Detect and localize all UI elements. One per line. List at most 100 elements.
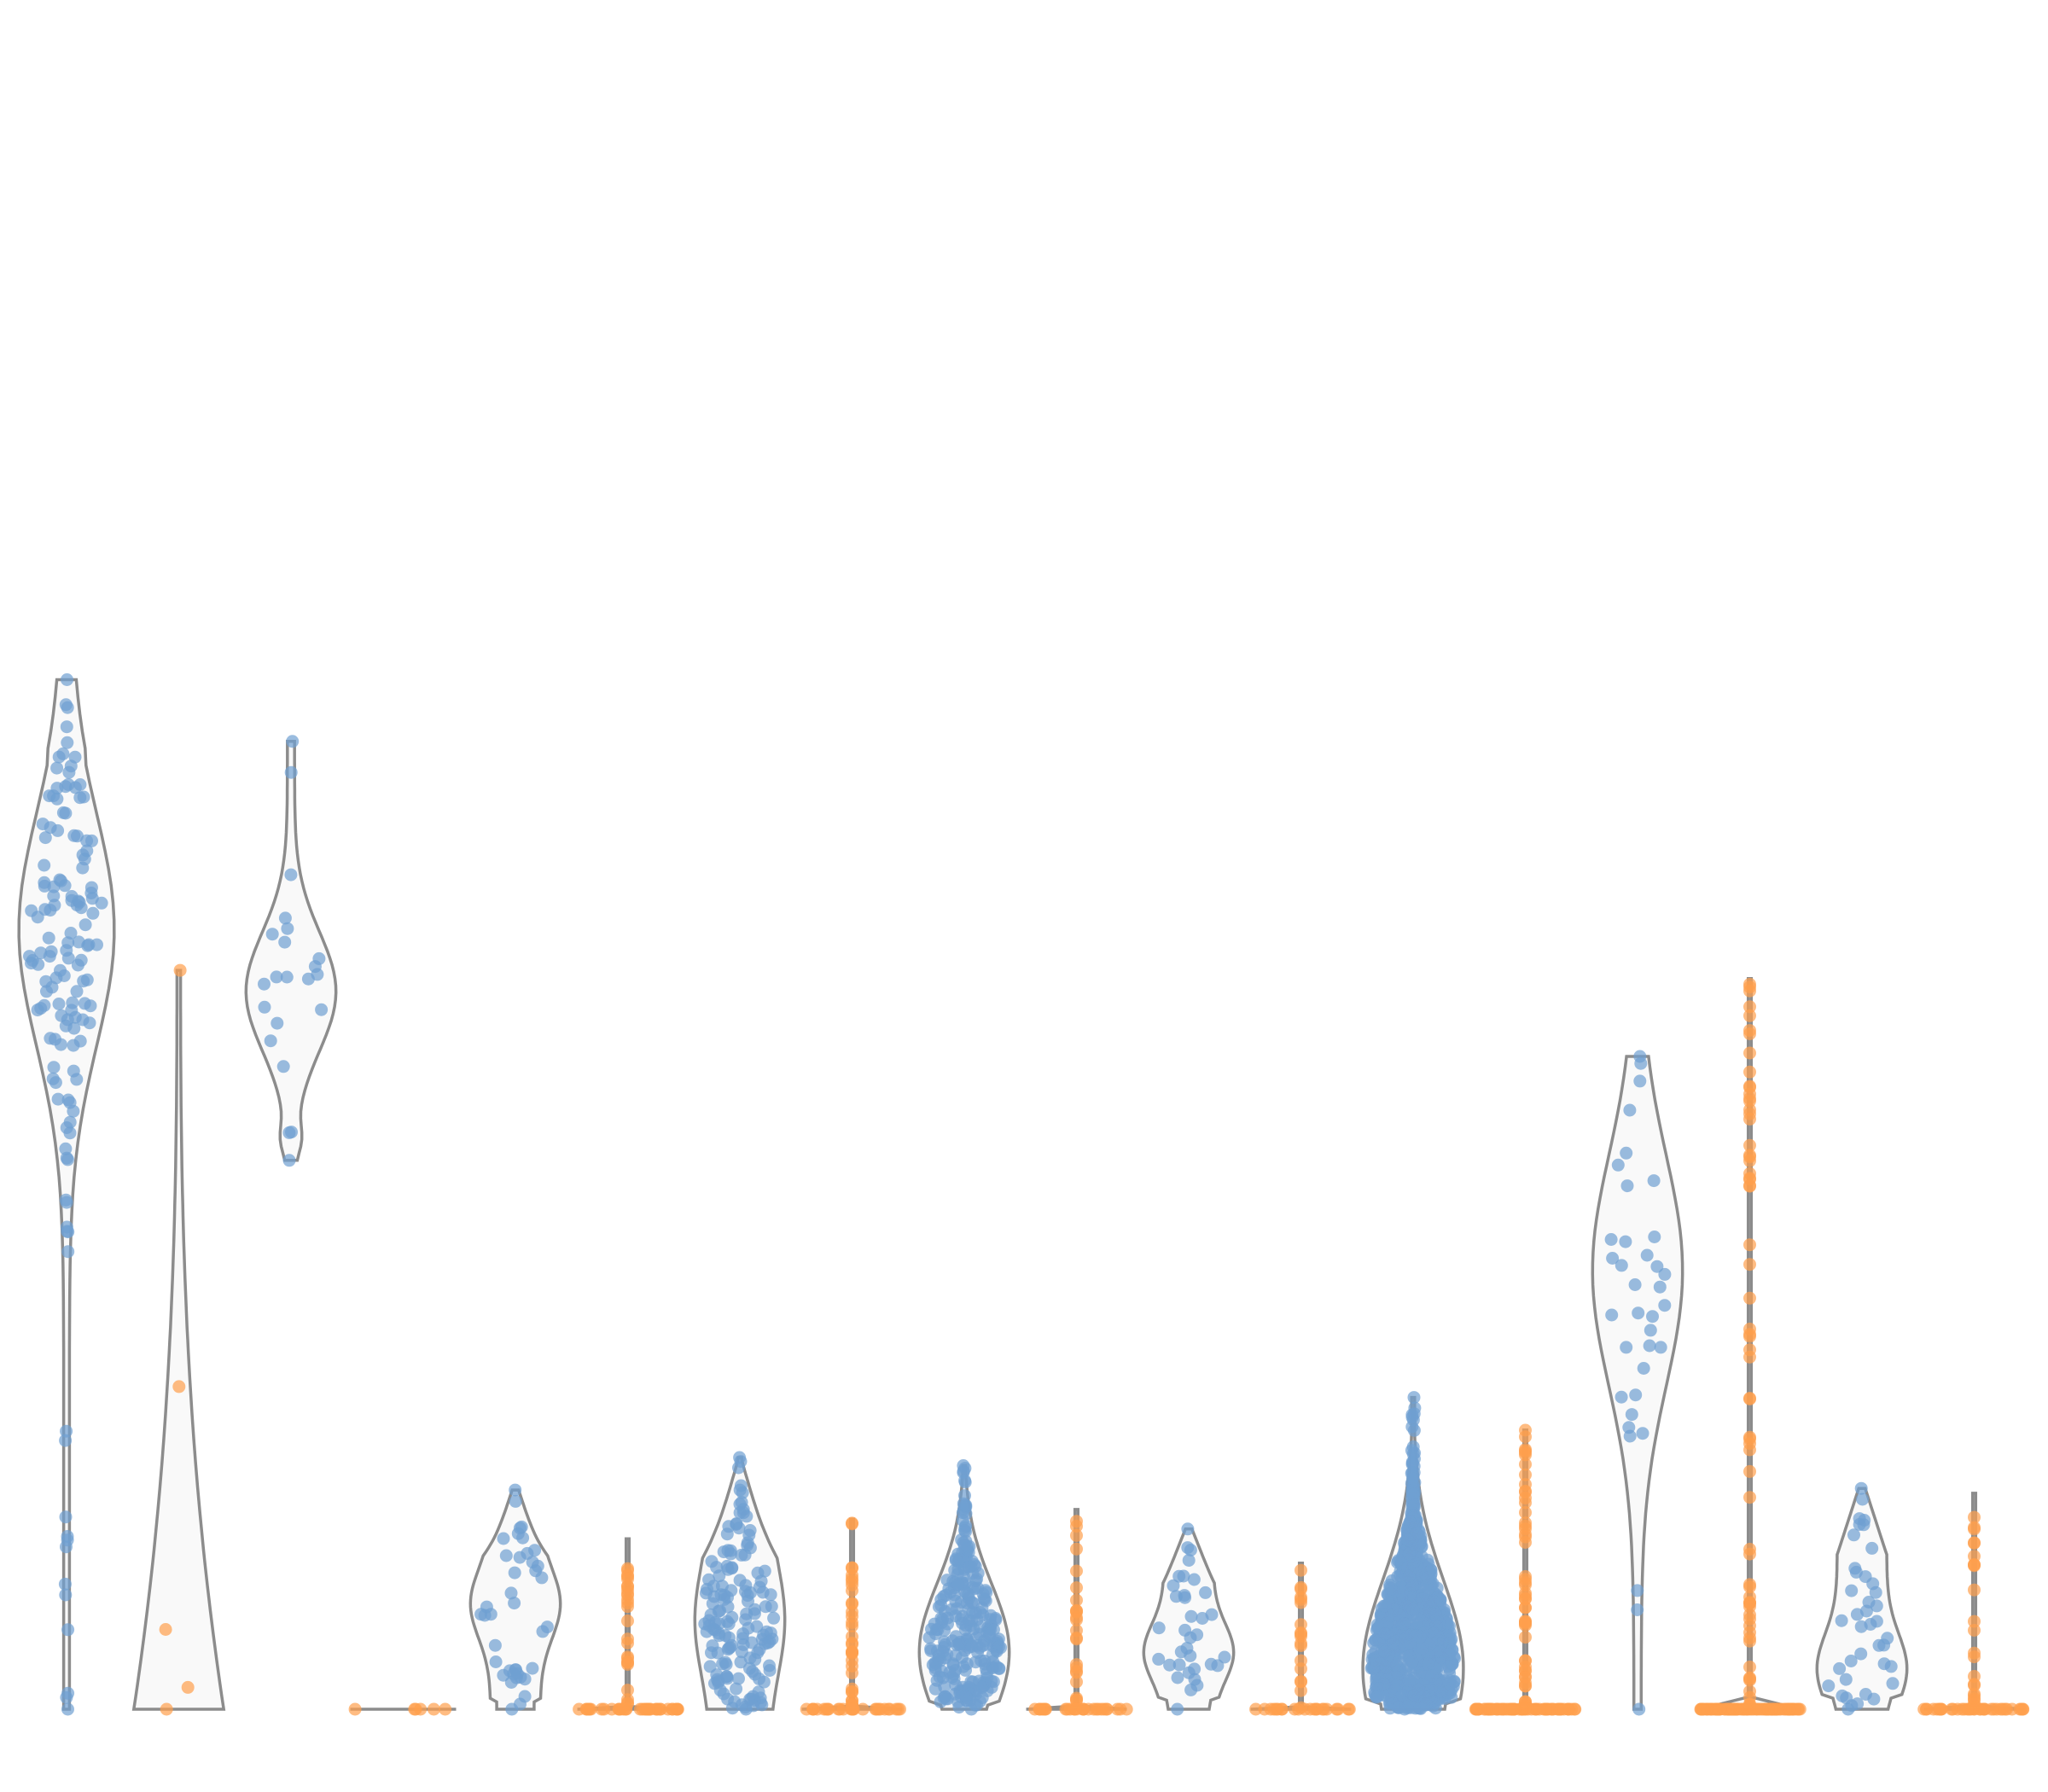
data-point (61, 736, 74, 749)
data-point (1393, 1701, 1405, 1714)
data-point (315, 1003, 329, 1016)
data-point (1658, 1299, 1672, 1312)
data-point (597, 1702, 611, 1716)
data-point (977, 1591, 991, 1605)
data-point (67, 1064, 80, 1078)
data-point (957, 1660, 970, 1673)
data-point (1743, 1009, 1756, 1022)
violin-group-6 (573, 1537, 684, 1716)
data-point (1519, 1697, 1532, 1711)
data-point (1761, 1702, 1775, 1716)
data-point (1295, 1675, 1307, 1689)
data-point (59, 1434, 73, 1447)
data-point (60, 1424, 73, 1438)
data-point (1070, 1675, 1083, 1689)
data-point (1070, 1542, 1083, 1556)
data-point (1519, 1457, 1532, 1471)
data-point (1743, 1000, 1756, 1014)
data-point (1171, 1702, 1184, 1716)
data-point (1152, 1621, 1166, 1635)
data-point (74, 901, 88, 915)
data-point (1605, 1308, 1619, 1322)
data-point (1620, 1341, 1633, 1354)
data-point (1654, 1341, 1667, 1354)
data-point (1743, 1172, 1756, 1186)
data-point (1402, 1569, 1416, 1583)
data-point (1070, 1581, 1083, 1595)
data-point (61, 701, 74, 714)
data-point (1519, 1496, 1532, 1510)
data-point (1406, 1603, 1420, 1616)
data-point (50, 761, 64, 775)
data-point (34, 1002, 48, 1015)
data-point (958, 1489, 971, 1503)
data-point (59, 1588, 73, 1602)
data-point (743, 1524, 757, 1537)
data-point (1968, 1650, 1981, 1664)
data-point (1395, 1585, 1409, 1599)
data-point (716, 1657, 730, 1671)
data-point (1070, 1528, 1083, 1542)
data-point (47, 889, 61, 903)
data-point (1397, 1617, 1411, 1631)
data-point (1249, 1702, 1263, 1716)
data-point (1184, 1544, 1197, 1556)
data-point (1743, 1443, 1756, 1457)
data-point (952, 1638, 965, 1650)
data-point (529, 1564, 543, 1578)
data-point (1445, 1632, 1458, 1646)
data-point (856, 1702, 870, 1716)
data-point (1369, 1654, 1382, 1667)
data-point (526, 1661, 539, 1675)
data-point (1370, 1618, 1384, 1632)
data-point (1743, 1027, 1756, 1040)
data-point (713, 1617, 726, 1631)
data-point (1557, 1702, 1571, 1716)
data-point (969, 1574, 982, 1587)
data-point (846, 1605, 858, 1619)
data-point (1382, 1597, 1395, 1610)
data-point (84, 881, 98, 894)
data-point (474, 1608, 488, 1621)
data-point (1854, 1647, 1868, 1661)
violin-body (131, 969, 226, 1711)
data-point (889, 1702, 903, 1716)
violin-group-9 (917, 1459, 1011, 1716)
data-point (44, 904, 57, 917)
data-point (1288, 1702, 1301, 1716)
data-point (1519, 1444, 1532, 1457)
data-point (42, 931, 55, 945)
data-point (488, 1638, 502, 1652)
data-point (621, 1657, 634, 1671)
data-point (1295, 1684, 1307, 1697)
data-point (56, 747, 70, 760)
data-point (983, 1627, 997, 1641)
data-point (846, 1685, 858, 1698)
data-point (312, 951, 326, 965)
data-point (1407, 1423, 1421, 1437)
data-point (1867, 1692, 1881, 1706)
data-point (540, 1620, 554, 1634)
data-point (617, 1702, 631, 1716)
data-point (943, 1666, 957, 1679)
data-point (846, 1645, 858, 1659)
data-point (46, 1072, 60, 1085)
data-point (85, 834, 98, 847)
data-point (739, 1613, 753, 1626)
data-point (722, 1641, 736, 1655)
data-point (1379, 1661, 1393, 1674)
data-point (1743, 1393, 1756, 1405)
data-point (621, 1684, 634, 1697)
data-point (54, 1038, 67, 1051)
data-point (846, 1597, 858, 1610)
data-point (61, 777, 75, 791)
data-point (1519, 1654, 1532, 1667)
data-point (1539, 1702, 1552, 1716)
data-point (621, 1586, 634, 1600)
data-point (1743, 1578, 1756, 1591)
data-point (1623, 1103, 1637, 1117)
data-point (1120, 1702, 1133, 1716)
data-point (1968, 1559, 1981, 1573)
data-point (38, 876, 51, 889)
data-point (1854, 1620, 1868, 1633)
